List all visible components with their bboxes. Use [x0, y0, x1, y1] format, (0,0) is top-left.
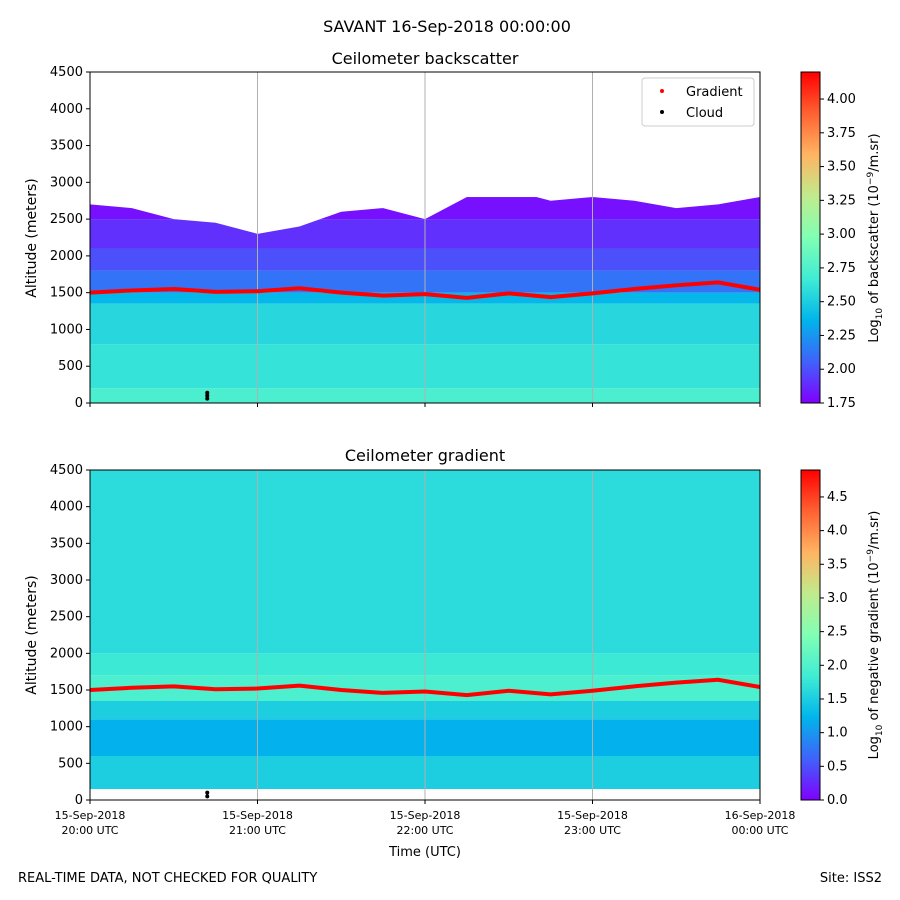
gradient-heatmap [90, 470, 760, 800]
gradient-ytick-label: 4500 [50, 463, 83, 478]
footer-quality-note: REAL-TIME DATA, NOT CHECKED FOR QUALITY [18, 871, 317, 886]
gradient-time-gridlines [257, 470, 593, 800]
gradient-colorbar-ticks: 0.0 0.5 1.0 1.5 2.0 2.5 3.0 3.5 4.0 4.5 [820, 490, 848, 808]
legend-gradient-marker [660, 89, 664, 93]
backscatter-heatmap [90, 72, 760, 403]
legend: Gradient Cloud [641, 77, 755, 127]
backscatter-ytick-label: 4000 [50, 102, 83, 117]
backscatter-title: Ceilometer backscatter [332, 49, 519, 68]
gradient-colorbar-gradient [800, 469, 821, 801]
backscatter-colorbar-label: Log10 of backscatter (10−9/m.sr) [866, 133, 885, 342]
gradient-colorbar-tick-label: 0.5 [827, 759, 848, 774]
legend-cloud-label: Cloud [686, 106, 723, 121]
backscatter-ytick-label: 3500 [50, 139, 83, 154]
gradient-x-axis: 15-Sep-2018 20:00 UTC 15-Sep-2018 21:00 UTC… [55, 800, 796, 837]
backscatter-colorbar: 1.75 2.00 2.25 2.50 2.75 3.00 3.25 3.50 3.75 4.00… [800, 71, 885, 411]
backscatter-colorbar-tick-label: 2.25 [827, 328, 856, 343]
gradient-ytick-label: 3500 [50, 536, 83, 551]
backscatter-cloud-point [205, 396, 210, 401]
gradient-panel: Ceilometer gradient 0 500 1000 1500 2000 2500… [24, 446, 885, 860]
backscatter-colorbar-tick-label: 3.50 [827, 160, 856, 175]
backscatter-time-gridlines [257, 72, 593, 403]
gradient-ytick-label: 4000 [50, 500, 83, 515]
gradient-colorbar-tick-label: 2.0 [827, 658, 848, 673]
gradient-colorbar-tick-label: 2.5 [827, 625, 848, 640]
backscatter-colorbar-gradient [800, 71, 821, 404]
gradient-colorbar-tick-label: 1.5 [827, 692, 848, 707]
backscatter-ytick-label: 1000 [50, 322, 83, 337]
backscatter-colorbar-tick-label: 2.00 [827, 362, 856, 377]
backscatter-ytick-label: 2500 [50, 212, 83, 227]
legend-cloud-marker [660, 110, 664, 114]
backscatter-y-axis: 0 500 1000 1500 2000 2500 3000 3500 4000 4500 [50, 65, 90, 411]
gradient-colorbar-tick-label: 0.0 [827, 793, 848, 808]
legend-gradient-label: Gradient [686, 85, 743, 100]
backscatter-colorbar-tick-label: 3.75 [827, 126, 856, 141]
backscatter-colorbar-ticks: 1.75 2.00 2.25 2.50 2.75 3.00 3.25 3.50 3.75 4.00 [820, 92, 856, 411]
gradient-ytick-label: 2000 [50, 646, 83, 661]
backscatter-ytick-label: 2000 [50, 249, 83, 264]
gradient-xtick-label: 15-Sep-2018 [222, 809, 293, 822]
gradient-xtick-label: 15-Sep-2018 [557, 809, 628, 822]
backscatter-ytick-label: 1500 [50, 286, 83, 301]
backscatter-gradient-series [90, 280, 760, 300]
gradient-ytick-label: 1500 [50, 683, 83, 698]
figure-title: SAVANT 16-Sep-2018 00:00:00 [323, 17, 571, 36]
gradient-ylabel: Altitude (meters) [24, 575, 40, 695]
gradient-xtick-label: 22:00 UTC [396, 824, 453, 837]
gradient-xtick-label: 16-Sep-2018 [725, 809, 796, 822]
gradient-cloud-point [205, 790, 210, 795]
gradient-xtick-label: 20:00 UTC [61, 824, 118, 837]
gradient-colorbar: 0.0 0.5 1.0 1.5 2.0 2.5 3.0 3.5 4.0 4.5 Log10 of … [800, 469, 885, 808]
gradient-xtick-label: 21:00 UTC [229, 824, 286, 837]
backscatter-ytick-label: 3000 [50, 175, 83, 190]
gradient-xtick-label: 15-Sep-2018 [390, 809, 461, 822]
backscatter-cloud-point [205, 393, 210, 398]
backscatter-ylabel: Altitude (meters) [24, 178, 40, 298]
gradient-colorbar-tick-label: 4.5 [827, 490, 848, 505]
gradient-ytick-label: 0 [75, 793, 83, 808]
backscatter-colorbar-tick-label: 4.00 [827, 92, 856, 107]
legend-entry-cloud: Cloud [660, 106, 723, 121]
gradient-colorbar-tick-label: 1.0 [827, 726, 848, 741]
gradient-colorbar-tick-label: 3.5 [827, 557, 848, 572]
backscatter-colorbar-tick-label: 1.75 [827, 396, 856, 411]
legend-box [641, 77, 755, 127]
backscatter-panel: Ceilometer backscatter 0 500 1000 1500 2000 2… [24, 49, 885, 411]
backscatter-colorbar-tick-label: 3.25 [827, 193, 856, 208]
legend-entry-gradient: Gradient [660, 85, 743, 100]
gradient-xlabel: Time (UTC) [388, 845, 461, 860]
gradient-ytick-label: 2500 [50, 610, 83, 625]
gradient-gradient-series [90, 677, 760, 698]
backscatter-colorbar-tick-label: 2.50 [827, 295, 856, 310]
gradient-ytick-label: 1000 [50, 720, 83, 735]
gradient-cloud-series [205, 790, 210, 799]
gradient-ytick-label: 500 [58, 756, 83, 771]
backscatter-cloud-point [205, 390, 210, 395]
gradient-colorbar-tick-label: 3.0 [827, 591, 848, 606]
footer-site: Site: ISS2 [820, 871, 882, 886]
gradient-ytick-label: 3000 [50, 573, 83, 588]
gradient-xtick-label: 23:00 UTC [564, 824, 621, 837]
gradient-y-axis: 0 500 1000 1500 2000 2500 3000 3500 4000 4500 [50, 463, 90, 808]
gradient-xtick-label: 15-Sep-2018 [55, 809, 126, 822]
backscatter-ytick-label: 4500 [50, 65, 83, 80]
backscatter-x-axis [89, 403, 761, 407]
gradient-colorbar-tick-label: 4.0 [827, 524, 848, 539]
gradient-colorbar-label: Log10 of negative gradient (10−9/m.sr) [866, 511, 885, 760]
backscatter-cloud-series [205, 390, 210, 401]
gradient-xtick-label: 00:00 UTC [731, 824, 788, 837]
backscatter-ytick-label: 500 [58, 359, 83, 374]
backscatter-ytick-label: 0 [75, 396, 83, 411]
backscatter-colorbar-tick-label: 2.75 [827, 261, 856, 276]
gradient-title: Ceilometer gradient [345, 446, 505, 465]
backscatter-colorbar-tick-label: 3.00 [827, 227, 856, 242]
gradient-cloud-point [205, 794, 210, 799]
